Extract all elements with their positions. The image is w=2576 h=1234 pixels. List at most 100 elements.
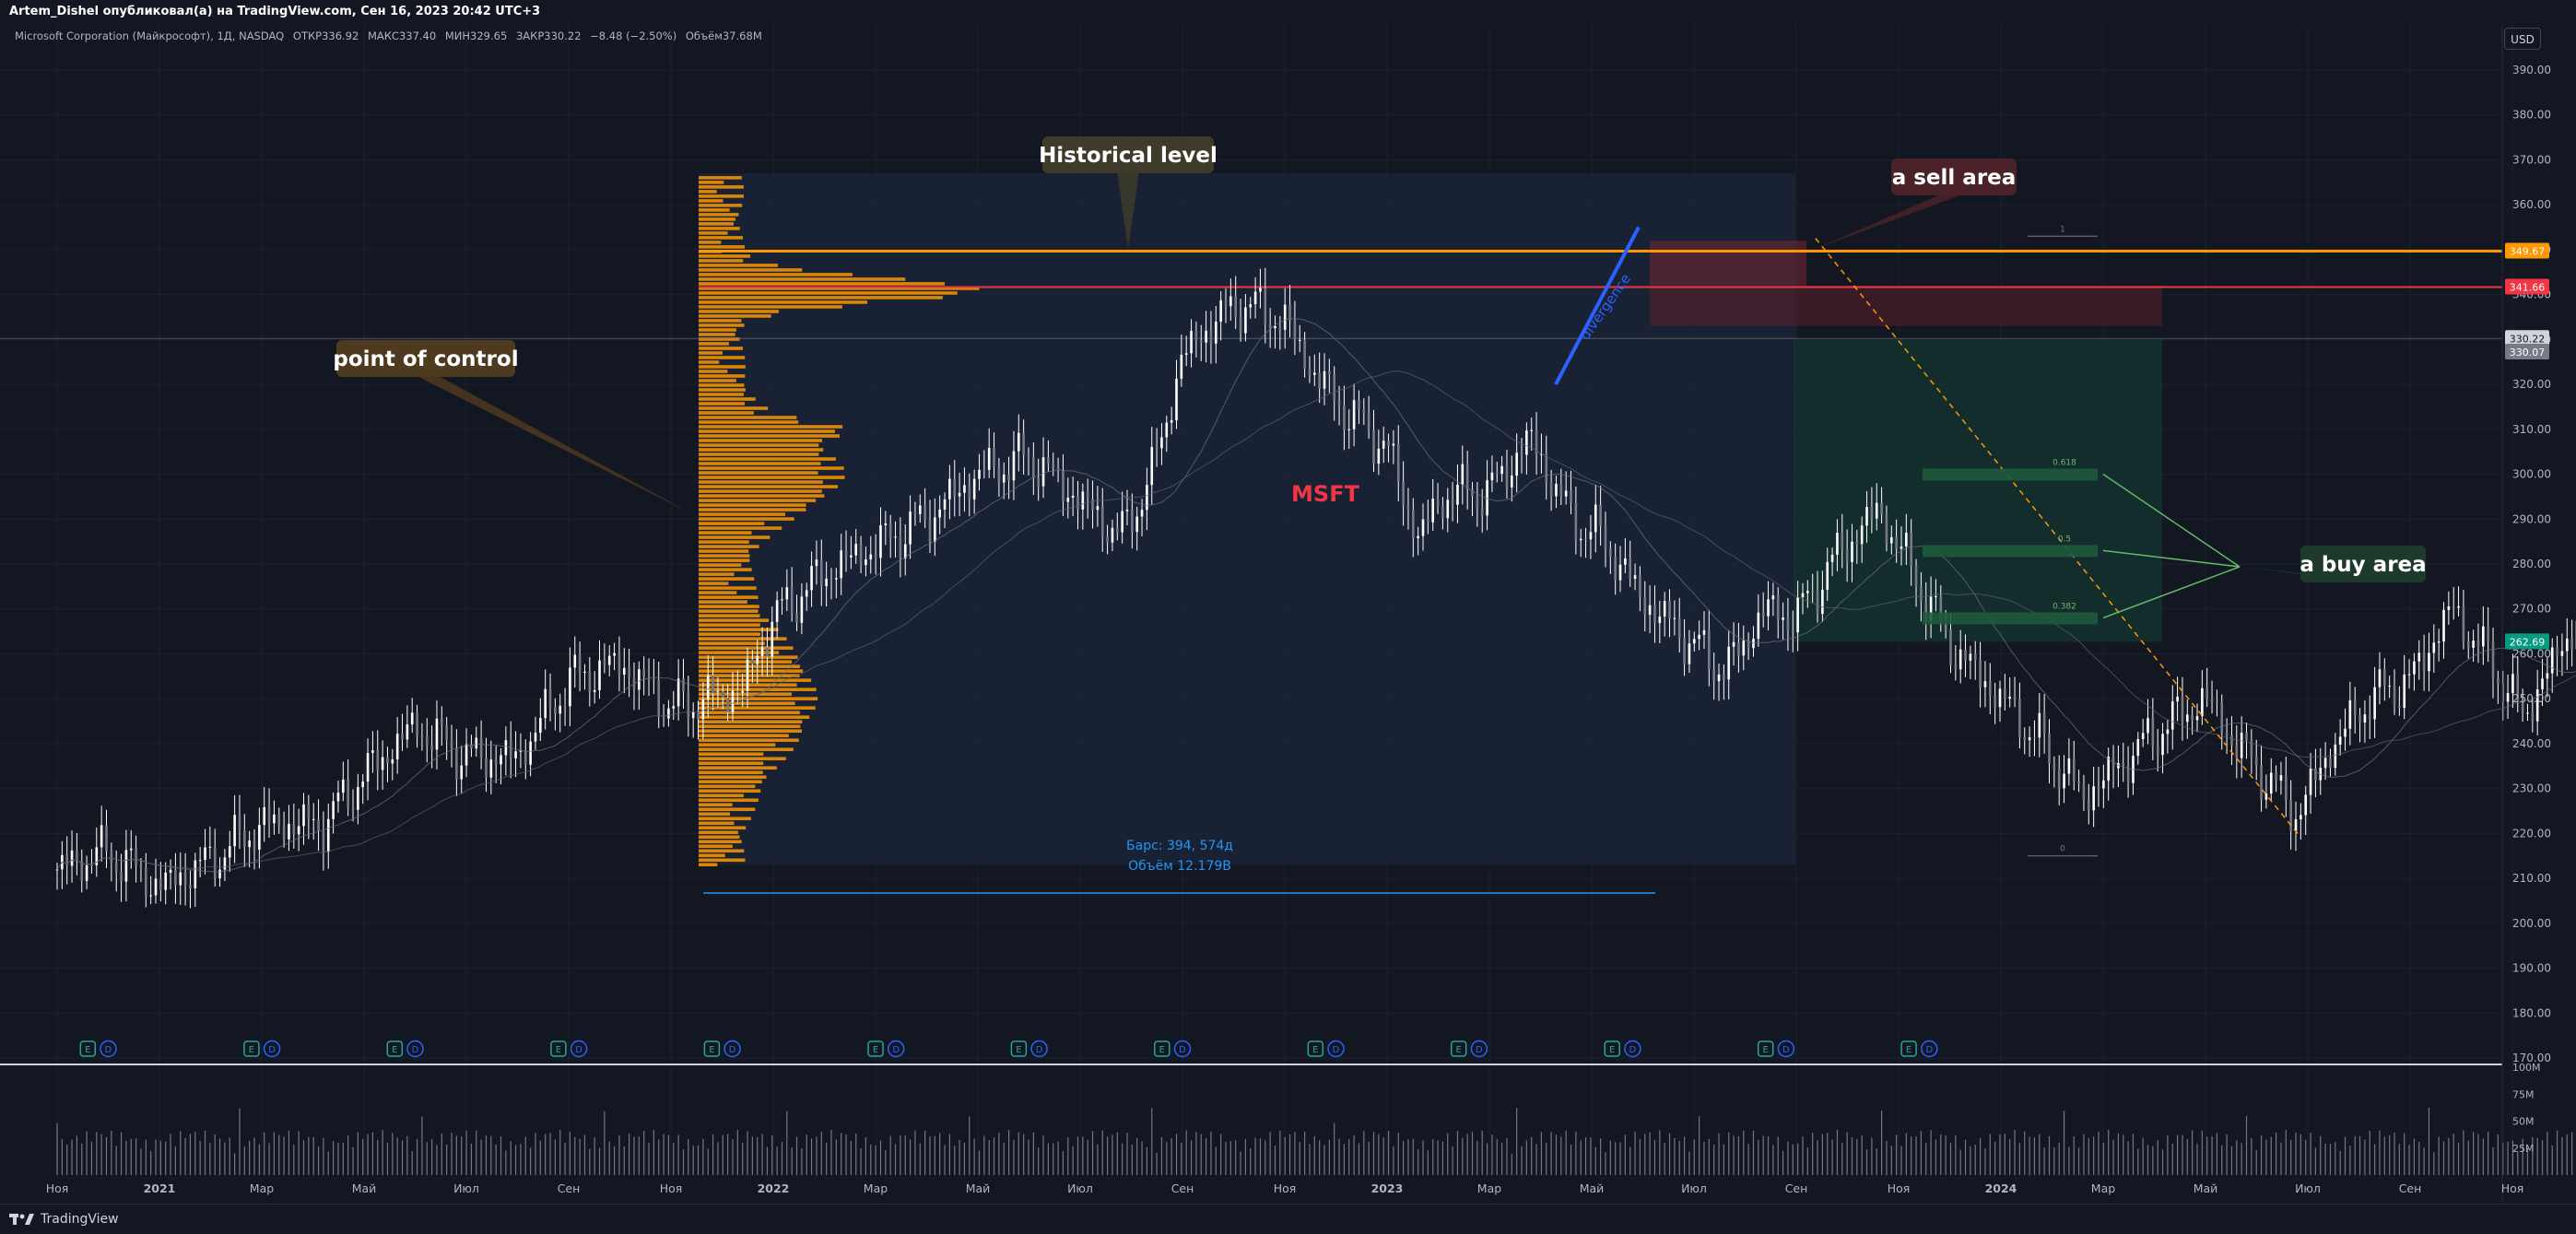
candle-body <box>125 850 128 881</box>
volume-profile-bar <box>699 383 744 387</box>
candle-body <box>71 851 74 866</box>
candle-body <box>1821 590 1824 614</box>
volume-profile-bar <box>699 688 817 691</box>
candle-body <box>406 724 409 739</box>
poc-callout-pointer <box>415 375 689 512</box>
candle-body <box>1614 557 1617 580</box>
candle-body <box>795 613 798 622</box>
candle-body <box>589 672 592 692</box>
candle-body <box>1550 483 1553 497</box>
dividend-marker-label: D <box>268 1045 276 1055</box>
candle-body <box>1427 520 1429 523</box>
volume-profile-bar <box>699 231 728 235</box>
candle-body <box>2452 606 2455 607</box>
candle-body <box>1141 510 1144 516</box>
volume-profile-bar <box>699 697 817 700</box>
candle-body <box>1792 630 1794 632</box>
time-tick-label: Сен <box>2399 1181 2422 1195</box>
volume-profile-bar <box>699 323 745 327</box>
volume-profile-bar <box>699 480 823 484</box>
candle-body <box>1565 490 1568 496</box>
earnings-marker-label: E <box>1906 1045 1911 1055</box>
volume-profile-bar <box>699 609 759 613</box>
candle-body <box>1091 499 1094 510</box>
candle-body <box>2073 758 2076 782</box>
candle-body <box>2048 734 2051 764</box>
candle-body <box>1767 599 1770 616</box>
candle-body <box>1698 635 1700 639</box>
candle-body <box>2335 745 2337 768</box>
candle-body <box>1175 379 1178 420</box>
candle-body <box>1437 499 1440 506</box>
legend-open: ОТКР336.92 <box>293 29 359 42</box>
volume-profile-bar <box>699 720 802 723</box>
candle-body <box>959 493 961 497</box>
time-tick-label: Май <box>352 1181 377 1195</box>
candle-body <box>1131 510 1134 532</box>
volume-profile-bar <box>699 563 741 567</box>
candle-body <box>2329 758 2332 768</box>
volume-profile-bar <box>699 623 760 627</box>
candle-body <box>386 758 389 764</box>
dividend-marker-label: D <box>105 1045 112 1055</box>
candle-body <box>653 679 655 680</box>
candle-body <box>2438 641 2441 642</box>
time-tick-label: Мар <box>1477 1181 1501 1195</box>
legend-change: −8.48 (−2.50%) <box>590 29 676 42</box>
candle-body <box>1575 503 1578 540</box>
volume-profile-bar <box>699 194 744 198</box>
candle-body <box>1333 374 1335 401</box>
volume-profile-bar <box>699 793 744 797</box>
candle-body <box>1964 650 1967 661</box>
candle-body <box>2265 793 2268 800</box>
candle-body <box>426 736 429 746</box>
volume-profile-bar <box>699 821 735 825</box>
volume-profile-bar <box>699 360 719 364</box>
candle-body <box>317 819 320 831</box>
volume-profile-bar <box>699 600 747 604</box>
candle-body <box>1318 372 1321 388</box>
volume-profile-bar <box>699 351 723 355</box>
candle-body <box>140 865 143 867</box>
volume-profile-bar <box>699 512 785 516</box>
candle-body <box>781 599 783 600</box>
candle-body <box>1802 593 1805 597</box>
candle-body <box>736 690 739 692</box>
measure-volume: Объём 12.179B <box>1128 859 1231 874</box>
volume-profile-bar <box>699 554 749 558</box>
volume-profile-range <box>699 173 1795 864</box>
price-tick-label: 260.00 <box>2512 647 2551 660</box>
volume-profile-bar <box>699 370 727 373</box>
candle-body <box>485 758 488 777</box>
time-tick-label: Май <box>2194 1181 2218 1195</box>
candle-body <box>732 690 735 711</box>
currency-button[interactable]: USD <box>2504 28 2541 50</box>
candle-body <box>2147 718 2149 733</box>
candle-body <box>1146 485 1148 510</box>
candle-body <box>510 740 512 758</box>
volume-profile-bar <box>699 236 743 240</box>
dividend-marker-label: D <box>892 1045 900 1055</box>
candle-body <box>239 815 241 830</box>
candle-body <box>2043 713 2046 734</box>
volume-profile-bar <box>699 743 775 746</box>
candle-body <box>209 847 212 848</box>
candle-body <box>2023 737 2026 740</box>
candle-body <box>2102 781 2105 789</box>
candle-body <box>342 780 345 793</box>
candle-body <box>929 520 932 542</box>
candle-body <box>1452 499 1454 504</box>
candle-body <box>2408 675 2411 676</box>
price-tick-label: 390.00 <box>2512 64 2551 76</box>
time-tick-label: 2024 <box>1985 1181 2017 1195</box>
volume-profile-bar <box>699 333 735 336</box>
candle-body <box>56 869 59 870</box>
footer-brand-label: TradingView <box>41 1212 119 1227</box>
candle-body <box>199 860 202 861</box>
volume-profile-bar <box>699 489 822 493</box>
volume-profile-bar <box>699 632 760 636</box>
volume-profile-bar <box>699 305 842 309</box>
candle-body <box>1052 464 1054 468</box>
volume-profile-bar <box>699 190 717 194</box>
